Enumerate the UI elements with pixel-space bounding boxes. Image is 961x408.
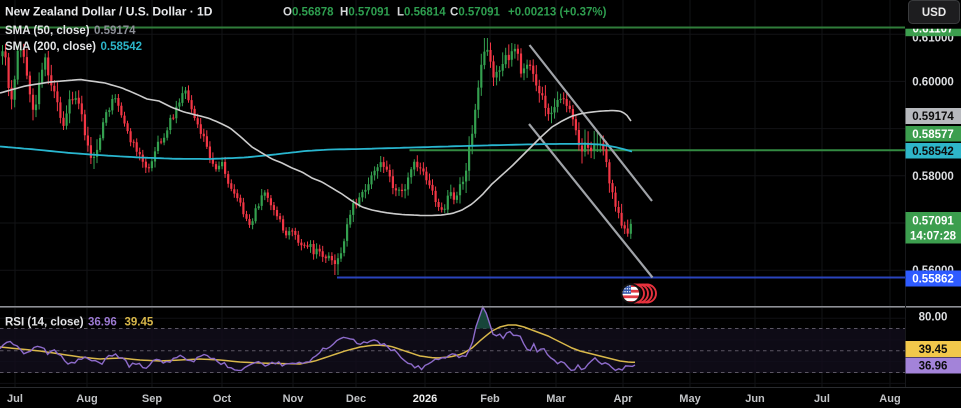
svg-text:Aug: Aug bbox=[879, 393, 900, 405]
svg-text:Mar: Mar bbox=[546, 393, 566, 405]
svg-text:Oct: Oct bbox=[213, 393, 232, 405]
svg-text:0.57091: 0.57091 bbox=[912, 216, 954, 228]
svg-text:39.45: 39.45 bbox=[125, 317, 154, 329]
svg-text:39.45: 39.45 bbox=[919, 344, 948, 356]
svg-text:0.58542: 0.58542 bbox=[912, 146, 954, 158]
svg-text:Apr: Apr bbox=[614, 393, 634, 405]
svg-text:80.00: 80.00 bbox=[919, 312, 948, 324]
svg-text:Sep: Sep bbox=[142, 393, 162, 405]
svg-text:May: May bbox=[679, 393, 701, 405]
svg-text:0.59174: 0.59174 bbox=[912, 111, 954, 123]
svg-text:Nov: Nov bbox=[283, 393, 305, 405]
svg-text:0.59174: 0.59174 bbox=[94, 25, 136, 37]
svg-text:Dec: Dec bbox=[346, 393, 366, 405]
svg-text:0.60000: 0.60000 bbox=[912, 76, 954, 88]
svg-text:Jul: Jul bbox=[814, 393, 830, 405]
svg-text:RSI (14, close): RSI (14, close) bbox=[5, 317, 84, 329]
svg-text:36.96: 36.96 bbox=[88, 317, 117, 329]
svg-text:USD: USD bbox=[922, 7, 946, 19]
svg-text:0.55862: 0.55862 bbox=[912, 274, 954, 286]
svg-text:0.58577: 0.58577 bbox=[912, 129, 954, 141]
svg-text:Aug: Aug bbox=[76, 393, 97, 405]
svg-text:Feb: Feb bbox=[480, 393, 500, 405]
svg-text:0.58542: 0.58542 bbox=[101, 41, 143, 53]
svg-text:Jul: Jul bbox=[7, 393, 23, 405]
svg-text:New Zealand Dollar / U.S. Doll: New Zealand Dollar / U.S. Dollar · 1D bbox=[5, 5, 213, 19]
svg-text:0.58000: 0.58000 bbox=[912, 171, 954, 183]
svg-text:36.96: 36.96 bbox=[919, 361, 948, 373]
svg-text:14:07:28: 14:07:28 bbox=[910, 231, 957, 243]
svg-text:SMA (200, close): SMA (200, close) bbox=[5, 41, 96, 53]
svg-text:Jun: Jun bbox=[745, 393, 765, 405]
svg-text:2026: 2026 bbox=[413, 393, 437, 405]
svg-text:SMA (50, close): SMA (50, close) bbox=[5, 25, 90, 37]
